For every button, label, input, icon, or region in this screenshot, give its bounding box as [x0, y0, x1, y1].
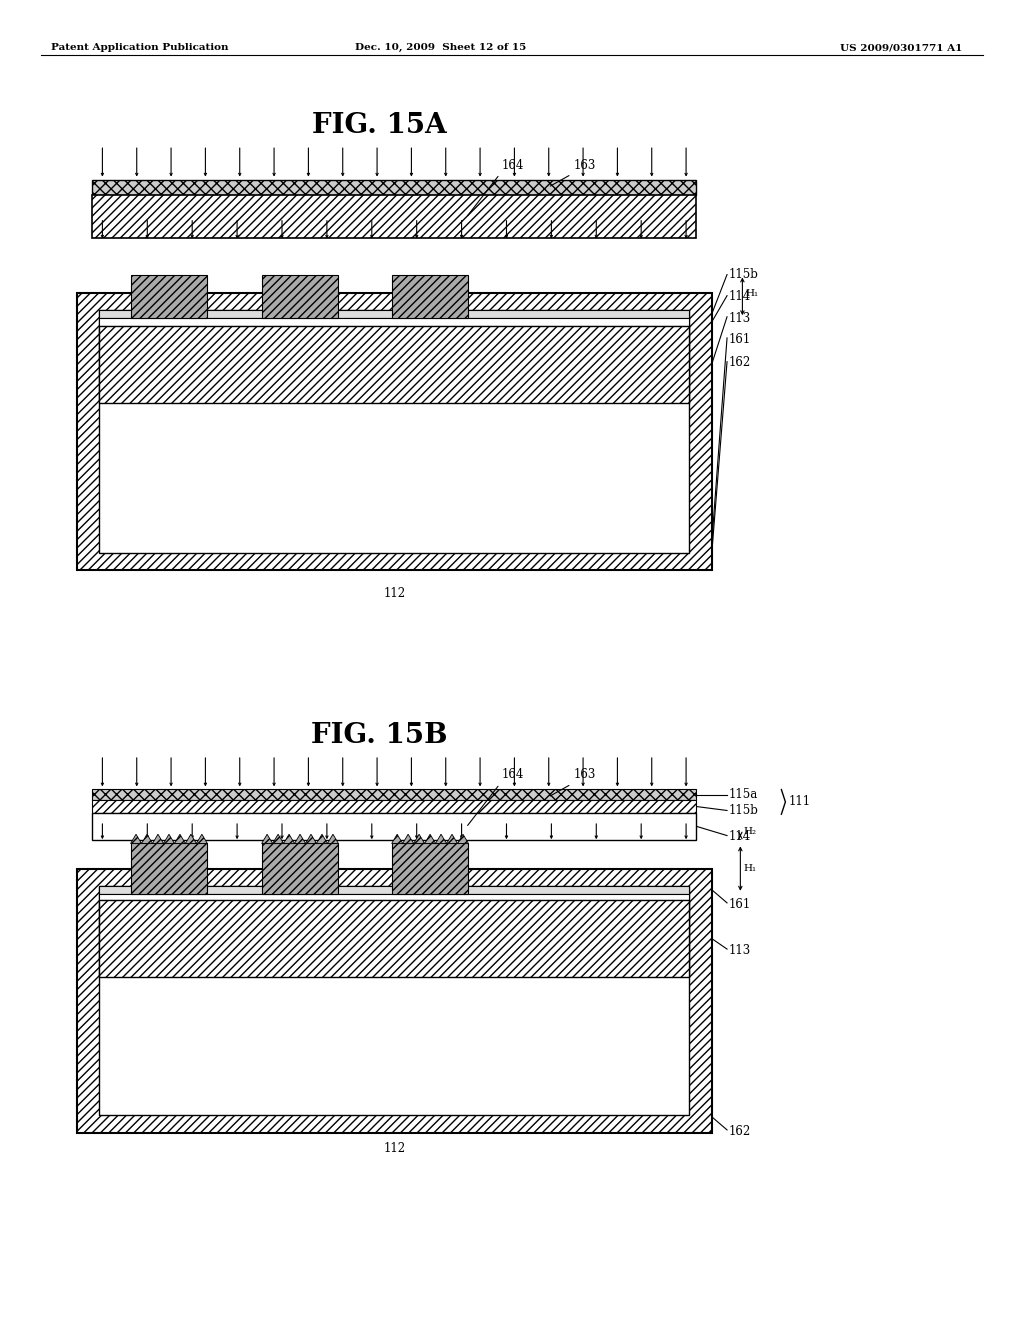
- Text: 111: 111: [788, 796, 811, 808]
- Bar: [92, 800, 696, 813]
- Text: 162: 162: [729, 356, 752, 370]
- Bar: [99, 900, 689, 977]
- Text: 112: 112: [383, 587, 406, 601]
- Text: 115b: 115b: [729, 804, 759, 817]
- Bar: [92, 813, 696, 840]
- Text: 114: 114: [729, 830, 752, 843]
- Bar: [99, 886, 689, 1115]
- Text: 114: 114: [729, 290, 752, 304]
- Text: 164: 164: [502, 158, 524, 172]
- Text: 115b: 115b: [729, 268, 759, 281]
- Polygon shape: [391, 834, 468, 843]
- Text: 164: 164: [502, 768, 524, 781]
- Text: 163: 163: [573, 768, 596, 781]
- Bar: [391, 843, 469, 894]
- Text: 113: 113: [729, 312, 752, 325]
- Bar: [131, 275, 207, 318]
- Bar: [131, 843, 207, 894]
- Text: H₁: H₁: [745, 289, 759, 298]
- Text: Dec. 10, 2009  Sheet 12 of 15: Dec. 10, 2009 Sheet 12 of 15: [354, 44, 526, 51]
- Text: US 2009/0301771 A1: US 2009/0301771 A1: [840, 44, 963, 51]
- Text: Patent Application Publication: Patent Application Publication: [51, 44, 228, 51]
- Bar: [262, 275, 338, 318]
- Bar: [262, 843, 338, 894]
- Text: 113: 113: [729, 944, 752, 957]
- Text: FIG. 15A: FIG. 15A: [311, 112, 446, 139]
- Bar: [99, 894, 689, 900]
- Text: 161: 161: [729, 333, 752, 346]
- Bar: [77, 293, 712, 570]
- Bar: [99, 310, 689, 318]
- Text: H₂: H₂: [743, 828, 757, 836]
- Bar: [99, 326, 689, 403]
- Text: 115a: 115a: [729, 788, 759, 801]
- Text: 112: 112: [383, 1142, 406, 1155]
- Text: 161: 161: [729, 898, 752, 911]
- Bar: [92, 195, 696, 238]
- Text: 162: 162: [729, 1125, 752, 1138]
- Bar: [99, 318, 689, 326]
- Polygon shape: [262, 834, 338, 843]
- Polygon shape: [131, 834, 207, 843]
- Bar: [99, 310, 689, 553]
- Text: H₁: H₁: [743, 865, 757, 873]
- Text: FIG. 15B: FIG. 15B: [310, 722, 447, 748]
- Bar: [77, 869, 712, 1133]
- Text: 163: 163: [573, 158, 596, 172]
- Bar: [92, 789, 696, 800]
- Bar: [99, 886, 689, 894]
- Bar: [92, 180, 696, 195]
- Bar: [391, 275, 469, 318]
